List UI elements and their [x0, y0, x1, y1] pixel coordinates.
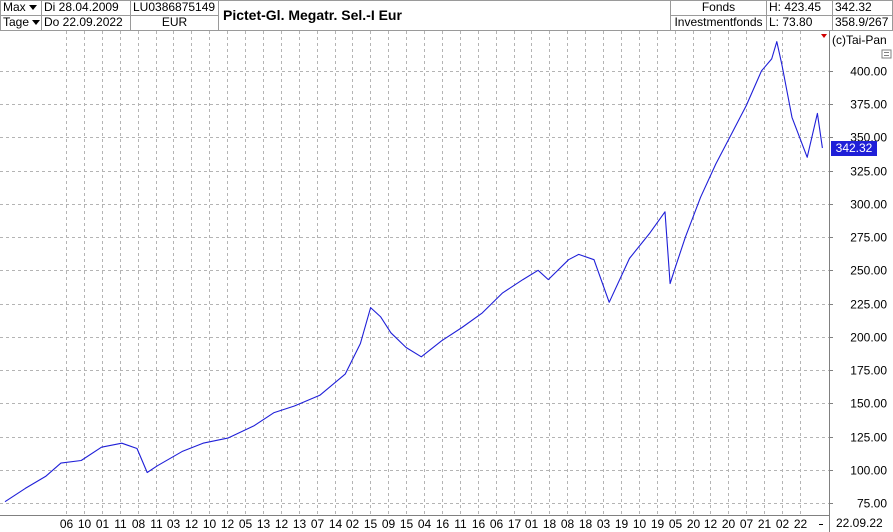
x-tick-label: 19: [651, 517, 665, 531]
x-tick-label: 07: [740, 517, 754, 531]
y-tick-label: 125.00: [850, 431, 887, 445]
y-tick-label: 200.00: [850, 331, 887, 345]
x-tick-label: 08: [561, 517, 575, 531]
interval-select-label: Tage: [3, 15, 30, 29]
y-tick-label: 100.00: [850, 464, 887, 478]
range-select-label: Max: [3, 0, 26, 14]
x-tick-label: 09: [382, 517, 396, 531]
x-tick-label: 08: [132, 517, 146, 531]
x-tick-label: 21: [758, 517, 772, 531]
x-tick-label: 15: [364, 517, 378, 531]
interval-select[interactable]: Tage: [0, 15, 42, 31]
y-tick-label: 300.00: [850, 198, 887, 212]
chart-grid: [0, 31, 829, 515]
x-tick-label: 05: [239, 517, 253, 531]
x-tick-label: 16: [472, 517, 486, 531]
x-tick-label: 01: [96, 517, 110, 531]
x-tick-label: 13: [293, 517, 307, 531]
y-tick-label: 375.00: [850, 98, 887, 112]
type-line1: Fonds: [670, 0, 767, 16]
x-tick-label: 11: [150, 517, 163, 531]
x-tick-label: 10: [203, 517, 217, 531]
range-select[interactable]: Max: [0, 0, 42, 16]
copyright-label: (c)Tai-Pan: [832, 33, 887, 47]
x-tick-label: 18: [543, 517, 557, 531]
date-to-field[interactable]: Do 22.09.2022: [41, 15, 131, 31]
x-tick-label: 04: [418, 517, 432, 531]
marker-icon: [821, 34, 827, 38]
price-chart: 75.00 100.00 125.00 150.00 175.00 200.00 225.0…: [0, 31, 892, 532]
y-tick-label: 275.00: [850, 231, 887, 245]
chevron-down-icon: [32, 20, 41, 26]
x-tick-label: 12: [185, 517, 199, 531]
x-tick-label: 18: [579, 517, 593, 531]
x-tick-label: 17: [508, 517, 522, 531]
x-tick-label: 10: [633, 517, 647, 531]
scroll-control-icon[interactable]: [881, 49, 892, 59]
date-from-field[interactable]: Di 28.04.2009: [41, 0, 131, 16]
chart-title: Pictet-Gl. Megatr. Sel.-I Eur: [218, 0, 671, 31]
x-tick-label: 12: [275, 517, 289, 531]
x-tick-label: 06: [60, 517, 74, 531]
x-tick-label: 12: [221, 517, 235, 531]
y-tick-label: 150.00: [850, 397, 887, 411]
y-tick-label: 225.00: [850, 298, 887, 312]
x-tick-label: 05: [669, 517, 683, 531]
y-tick-label: 325.00: [850, 165, 887, 179]
y-tick-label: 75.00: [857, 497, 887, 511]
x-tick-label: 14: [329, 517, 343, 531]
type-line2: Investmentfonds: [670, 15, 767, 31]
x-tick-label: 01: [525, 517, 539, 531]
last-value: 342.32: [832, 0, 893, 16]
x-tick-label: 03: [597, 517, 611, 531]
x-tick-label: 22: [794, 517, 808, 531]
x-tick-label: 20: [687, 517, 701, 531]
x-tick-label: 06: [490, 517, 504, 531]
x-tick-label: 15: [400, 517, 414, 531]
high-value: H: 423.45: [766, 0, 833, 16]
y-tick-label: 175.00: [850, 364, 887, 378]
isin-label: LU0386875149: [130, 0, 219, 16]
y-axis: 75.00 100.00 125.00 150.00 175.00 200.00 225.0…: [829, 65, 887, 511]
low-value: L: 73.80: [766, 15, 833, 31]
chevron-down-icon: [28, 5, 37, 11]
end-date-label: 22.09.22: [836, 516, 883, 530]
x-tick-label: 02: [776, 517, 790, 531]
y-tick-label: 400.00: [850, 65, 887, 79]
chart-header: Max Tage Di 28.04.2009 Do 22.09.2022 LU0…: [0, 0, 893, 31]
y-tick-label: 250.00: [850, 264, 887, 278]
price-line: [4, 41, 823, 503]
range-value: 358.9/267: [832, 15, 893, 31]
x-tick-label: 11: [454, 517, 467, 531]
x-tick-label: 12: [704, 517, 718, 531]
currency-label: EUR: [130, 15, 219, 31]
x-tick-label: 19: [615, 517, 629, 531]
x-tick-label: 20: [722, 517, 736, 531]
x-tick-label: 11: [114, 517, 127, 531]
x-axis: 06 10 01 11 08 11 03 12 10 12 05 13 12 13 07 14 02 15 09 15…: [60, 517, 808, 531]
last-price-tag: 342.32: [831, 140, 877, 156]
x-tick-label: 13: [257, 517, 271, 531]
x-tick-label: 16: [436, 517, 450, 531]
x-tick-label: 02: [346, 517, 360, 531]
x-tick-label: 10: [78, 517, 92, 531]
x-tick-label: 03: [167, 517, 181, 531]
x-tick-label: 07: [311, 517, 325, 531]
